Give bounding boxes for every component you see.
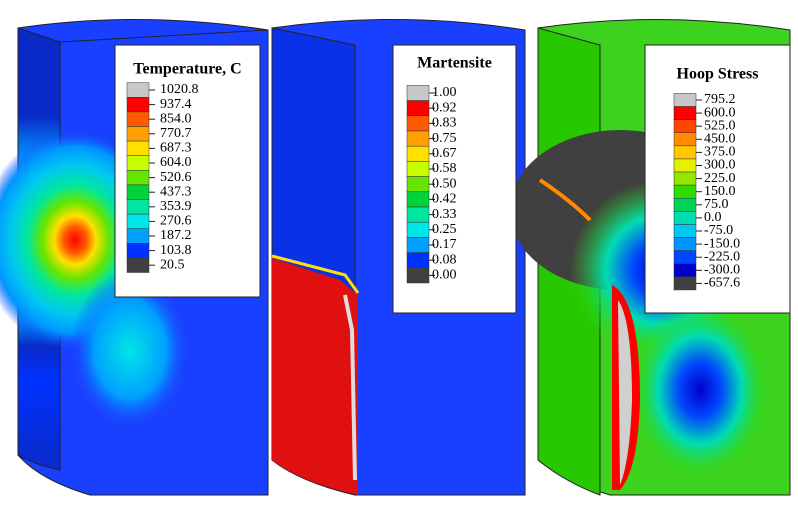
legend-label: 0.08 bbox=[432, 252, 457, 267]
legend-label: 20.5 bbox=[160, 257, 185, 272]
legend-box bbox=[644, 44, 791, 314]
legend-label: 0.83 bbox=[432, 116, 457, 131]
legend-label: 0.0 bbox=[704, 210, 722, 225]
legend-swatch bbox=[673, 145, 697, 160]
legend-label: 520.6 bbox=[160, 170, 192, 185]
legend-swatch bbox=[126, 184, 150, 200]
legend-label: 0.17 bbox=[432, 237, 457, 252]
legend-swatch bbox=[673, 119, 697, 134]
legend-swatch bbox=[406, 237, 430, 253]
legend-label: 770.7 bbox=[160, 126, 192, 141]
legend-label: 300.0 bbox=[704, 158, 736, 173]
legend-swatch bbox=[673, 263, 697, 278]
legend: Martensite1.000.920.830.750.670.580.500.… bbox=[392, 44, 517, 314]
legend-swatch bbox=[126, 155, 150, 171]
legend-swatch bbox=[126, 111, 150, 127]
legend-label: -657.6 bbox=[704, 276, 740, 291]
legend-label: 1.00 bbox=[432, 85, 457, 100]
legend-label: 937.4 bbox=[160, 97, 192, 112]
legend-label: 0.75 bbox=[432, 131, 457, 146]
legend-swatch bbox=[673, 237, 697, 251]
legend-label: 0.58 bbox=[432, 161, 457, 176]
legend-swatch bbox=[126, 97, 150, 113]
legend-swatch bbox=[126, 213, 150, 229]
legend-label: 854.0 bbox=[160, 111, 192, 126]
legend-swatch bbox=[673, 132, 697, 147]
legend-label: 187.2 bbox=[160, 228, 192, 243]
legend-swatch bbox=[406, 206, 430, 223]
legend: Temperature, C 1020.8937.4854.0770.7687.3… bbox=[114, 44, 261, 298]
legend-swatch bbox=[673, 184, 697, 199]
legend-label: 450.0 bbox=[704, 132, 736, 147]
legend-label: 687.3 bbox=[160, 141, 192, 156]
legend-title: Temperature, C bbox=[133, 61, 241, 78]
legend-swatch bbox=[673, 211, 697, 225]
legend-swatch bbox=[126, 126, 150, 142]
legend-label: 375.0 bbox=[704, 145, 736, 160]
legend-label: 0.67 bbox=[432, 146, 457, 161]
legend-swatch bbox=[406, 130, 430, 147]
legend-swatch bbox=[673, 250, 697, 264]
legend-title: Martensite bbox=[417, 55, 492, 72]
legend-label: 437.3 bbox=[160, 184, 192, 199]
legend-label: 600.0 bbox=[704, 105, 736, 120]
legend-label: -300.0 bbox=[704, 263, 740, 278]
legend-swatch bbox=[406, 100, 430, 117]
legend: Hoop Stress 795.2600.0525.0450.0375.0300.… bbox=[644, 44, 791, 314]
legend-label: 0.33 bbox=[432, 207, 457, 222]
legend-label: 525.0 bbox=[704, 118, 736, 133]
legend-swatch bbox=[673, 158, 697, 173]
legend-swatch bbox=[126, 199, 150, 215]
legend-swatch bbox=[673, 93, 697, 107]
legend-label: 604.0 bbox=[160, 155, 192, 170]
legend-swatch bbox=[673, 171, 697, 186]
legend-swatch bbox=[406, 267, 430, 284]
legend-label: -150.0 bbox=[704, 236, 740, 251]
legend-swatch bbox=[126, 82, 150, 98]
legend-swatch bbox=[406, 145, 430, 162]
legend-label: 0.50 bbox=[432, 176, 457, 191]
legend-swatch bbox=[126, 228, 150, 244]
legend-swatch bbox=[406, 115, 430, 132]
legend-label: 0.92 bbox=[432, 100, 457, 115]
legend-swatch bbox=[126, 243, 150, 259]
legend-label: 270.6 bbox=[160, 214, 192, 229]
legend-label: 1020.8 bbox=[160, 82, 199, 97]
legend-swatch bbox=[126, 170, 150, 186]
legend-swatch bbox=[406, 85, 430, 101]
legend-label: 795.2 bbox=[704, 92, 736, 107]
legend-swatch bbox=[126, 140, 150, 156]
legend-label: 103.8 bbox=[160, 243, 192, 258]
legend-label: 353.9 bbox=[160, 199, 192, 214]
legend-label: 150.0 bbox=[704, 184, 736, 199]
legend-swatch bbox=[126, 257, 150, 273]
legend-title: Hoop Stress bbox=[677, 66, 759, 83]
legend-label: -225.0 bbox=[704, 249, 740, 264]
legend-label: -75.0 bbox=[704, 223, 733, 238]
legend-label: 0.25 bbox=[432, 222, 457, 237]
legend-label: 225.0 bbox=[704, 171, 736, 186]
legend-swatch bbox=[406, 176, 430, 193]
legend-label: 75.0 bbox=[704, 197, 729, 212]
legend-swatch bbox=[406, 252, 430, 269]
legend-label: 0.00 bbox=[432, 268, 457, 283]
legend-swatch bbox=[673, 224, 697, 238]
legend-swatch bbox=[673, 198, 697, 212]
legend-swatch bbox=[406, 191, 430, 208]
legend-swatch bbox=[406, 221, 430, 238]
legends: Temperature, C 1020.8937.4854.0770.7687.3… bbox=[114, 44, 791, 314]
legend-swatch bbox=[673, 276, 697, 291]
legend-label: 0.42 bbox=[432, 192, 457, 207]
legend-swatch bbox=[406, 161, 430, 177]
legend-swatch bbox=[673, 106, 697, 120]
